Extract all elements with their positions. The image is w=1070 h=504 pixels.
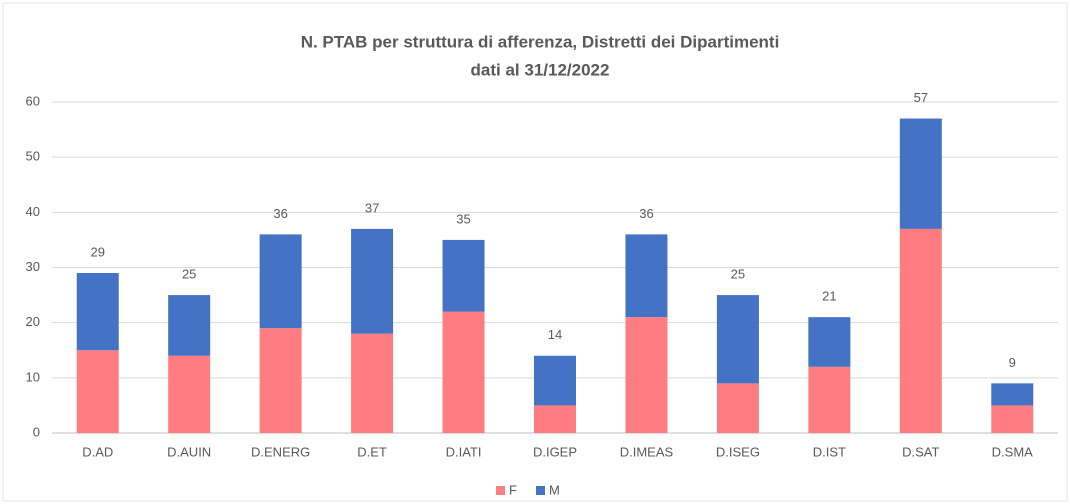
- total-label: 37: [365, 200, 379, 215]
- bar-segment: [76, 350, 119, 433]
- bar-segment: [259, 234, 302, 329]
- total-label: 14: [548, 327, 562, 342]
- y-tick-label: 20: [26, 314, 40, 329]
- y-tick-label: 0: [33, 424, 40, 439]
- bar-segment: [808, 366, 851, 433]
- legend-label: F: [509, 482, 517, 497]
- x-tick-label: D.SMA: [992, 444, 1034, 459]
- total-label: 57: [914, 90, 928, 105]
- total-label: 36: [273, 206, 287, 221]
- bar-segment: [442, 311, 485, 433]
- x-tick-label: D.IST: [813, 444, 846, 459]
- bar-segment: [534, 355, 576, 406]
- bar-segment: [899, 228, 942, 433]
- x-tick-label: D.AUIN: [167, 444, 211, 459]
- y-tick-label: 40: [26, 204, 40, 219]
- chart-title: N. PTAB per struttura di afferenza, Dist…: [301, 32, 780, 51]
- x-tick-label: D.ENERG: [251, 444, 310, 459]
- total-label: 29: [90, 244, 104, 259]
- bar-segment: [168, 295, 211, 356]
- bar-segment: [899, 118, 942, 229]
- x-tick-label: D.ISEG: [716, 444, 760, 459]
- x-tick-label: D.IATI: [446, 444, 482, 459]
- y-tick-label: 50: [26, 149, 40, 164]
- bar-segment: [534, 405, 576, 433]
- bar-segment: [716, 383, 759, 433]
- bar-segment: [351, 228, 394, 334]
- bar-segment: [168, 355, 211, 433]
- bar-segment: [76, 273, 119, 351]
- y-tick-label: 30: [26, 259, 40, 274]
- bar-segment: [625, 317, 668, 433]
- bar-segment: [625, 234, 668, 318]
- bar-segment: [351, 333, 394, 433]
- total-label: 21: [822, 289, 836, 304]
- legend-swatch: [496, 486, 505, 495]
- y-tick-label: 60: [26, 93, 40, 108]
- bar-segment: [716, 295, 759, 384]
- x-tick-label: D.IGEP: [533, 444, 577, 459]
- total-label: 25: [182, 267, 196, 282]
- total-label: 35: [456, 211, 470, 226]
- chart-subtitle: dati al 31/12/2022: [471, 60, 610, 79]
- legend-swatch: [536, 486, 545, 495]
- bar-segment: [991, 383, 1034, 406]
- x-tick-label: D.ET: [357, 444, 387, 459]
- total-label: 36: [639, 206, 653, 221]
- bar-segment: [259, 328, 302, 433]
- bar-segment: [808, 317, 851, 367]
- legend-label: M: [549, 482, 560, 497]
- y-tick-label: 10: [26, 369, 40, 384]
- x-tick-label: D.SAT: [902, 444, 939, 459]
- bar-segment: [442, 239, 485, 312]
- x-tick-label: D.AD: [82, 444, 113, 459]
- x-tick-label: D.IMEAS: [620, 444, 674, 459]
- total-label: 9: [1009, 355, 1016, 370]
- bar-segment: [991, 405, 1034, 433]
- total-label: 25: [731, 267, 745, 282]
